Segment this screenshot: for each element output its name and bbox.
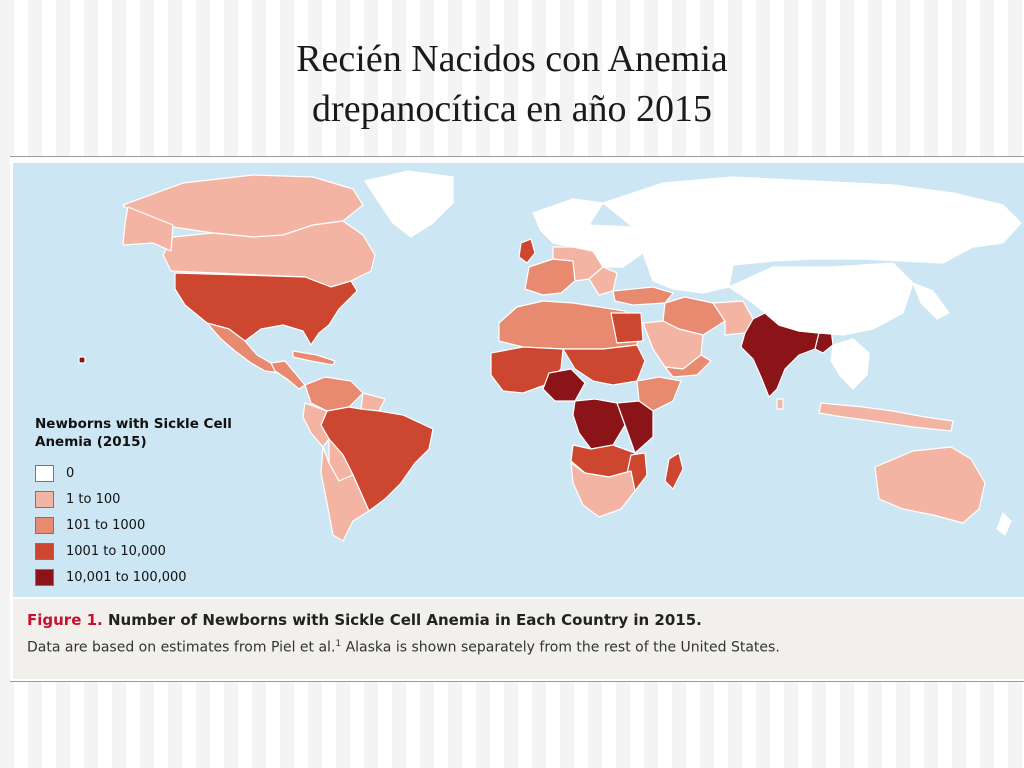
- region-alaska: [122, 206, 174, 252]
- region-colombia-venezuela: [304, 376, 364, 412]
- legend-label: 10,001 to 100,000: [66, 569, 187, 585]
- figure-panel: Newborns with Sickle Cell Anemia (2015) …: [10, 156, 1024, 682]
- region-australia: [874, 446, 986, 524]
- region-new-zealand: [996, 512, 1012, 536]
- legend-item: 0: [35, 460, 245, 486]
- region-greenland: [364, 170, 454, 238]
- region-hawaii: [78, 356, 86, 364]
- figure-caption: Figure 1. Number of Newborns with Sickle…: [13, 599, 1024, 679]
- caption-title: Figure 1. Number of Newborns with Sickle…: [27, 611, 702, 629]
- region-madagascar: [664, 452, 684, 490]
- region-caribbean: [292, 350, 336, 366]
- region-southern-africa: [570, 462, 636, 518]
- legend-swatch: [35, 516, 54, 534]
- region-uk: [518, 238, 536, 264]
- legend-label: 1001 to 10,000: [66, 543, 166, 559]
- caption-body-continued: Alaska is shown separately from the rest…: [341, 639, 780, 656]
- region-peru-ecuador: [302, 402, 330, 448]
- slide-title-line-1: Recién Nacidos con Anemia: [296, 38, 728, 80]
- world-choropleth-map: [13, 163, 1024, 597]
- region-east-africa: [616, 400, 654, 454]
- region-china-mongolia: [728, 262, 914, 336]
- region-sri-lanka: [776, 398, 784, 410]
- map-legend: Newborns with Sickle Cell Anemia (2015) …: [35, 415, 245, 590]
- legend-swatch: [35, 542, 54, 560]
- legend-swatch: [35, 568, 54, 586]
- legend-item: 101 to 1000: [35, 512, 245, 538]
- region-indonesia: [818, 402, 954, 432]
- region-egypt: [610, 312, 644, 344]
- caption-body: Data are based on estimates from Piel et…: [27, 639, 336, 656]
- legend-item: 1 to 100: [35, 486, 245, 512]
- legend-label: 1 to 100: [66, 491, 121, 507]
- caption-heading: Number of Newborns with Sickle Cell Anem…: [107, 611, 702, 629]
- region-argentina-chile: [320, 446, 370, 542]
- region-usa: [174, 272, 358, 346]
- legend-label: 0: [66, 465, 75, 481]
- region-yemen-oman: [664, 354, 712, 378]
- legend-swatch: [35, 490, 54, 508]
- slide-title-line-2: drepanocítica en año 2015: [312, 88, 712, 130]
- caption-text: Data are based on estimates from Piel et…: [27, 639, 780, 656]
- figure-number: Figure 1.: [27, 611, 103, 629]
- legend-item: 10,001 to 100,000: [35, 564, 245, 590]
- reference-marker: 1: [335, 639, 342, 649]
- legend-item: 1001 to 10,000: [35, 538, 245, 564]
- legend-label: 101 to 1000: [66, 517, 146, 533]
- legend-title: Newborns with Sickle Cell Anemia (2015): [35, 416, 232, 450]
- region-japan-korea: [912, 282, 950, 320]
- region-turkey: [612, 286, 674, 306]
- region-central-america: [270, 360, 306, 390]
- slide-title: Recién Nacidos con Anemia drepanocítica …: [0, 34, 1024, 134]
- region-balkans: [588, 266, 618, 296]
- legend-swatch: [35, 464, 54, 482]
- region-southeast-asia: [830, 338, 870, 390]
